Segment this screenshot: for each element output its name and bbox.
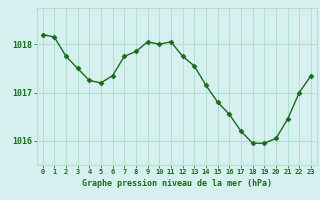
X-axis label: Graphe pression niveau de la mer (hPa): Graphe pression niveau de la mer (hPa) xyxy=(82,179,272,188)
